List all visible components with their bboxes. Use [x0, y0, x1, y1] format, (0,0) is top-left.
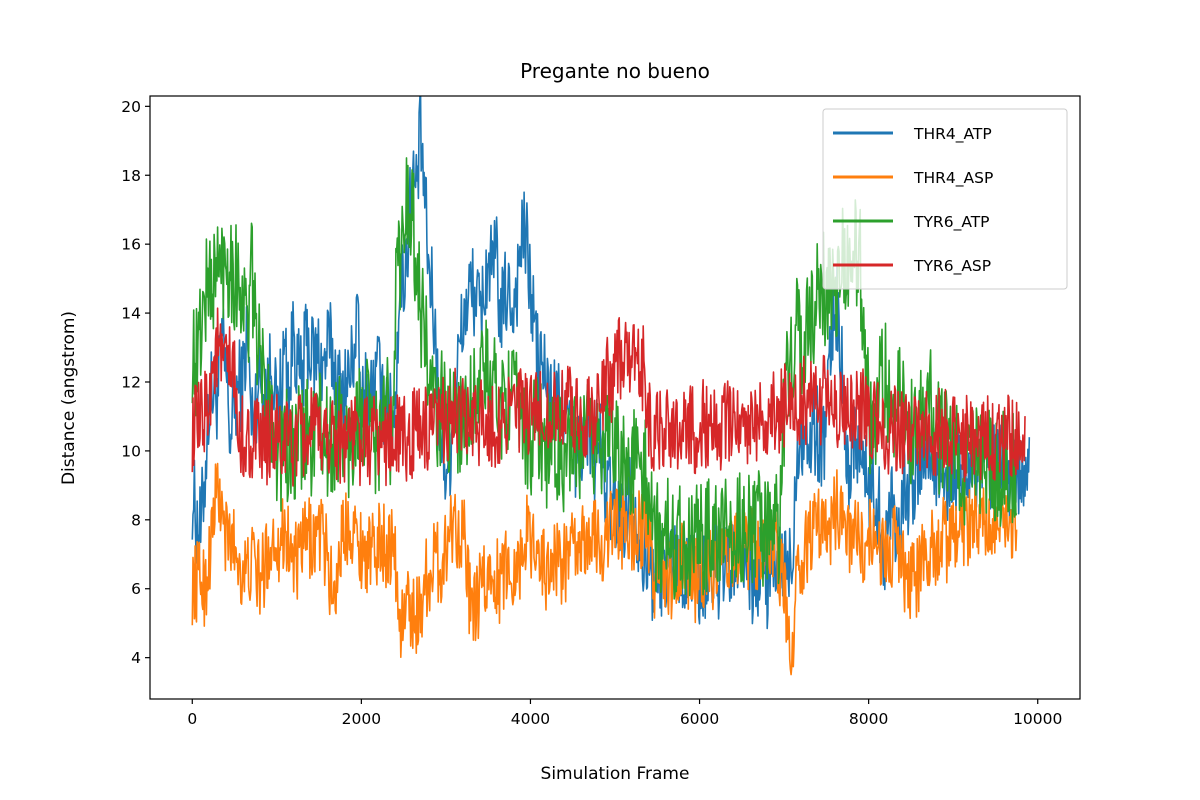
- legend-label: THR4_ASP: [913, 169, 993, 188]
- x-tick-label: 0: [187, 710, 197, 728]
- series-line-thr4-asp: [191, 462, 1018, 676]
- y-axis-ticks: 4 6 8 10 12 14 16 18 20: [121, 98, 150, 667]
- y-tick-label: 10: [121, 442, 141, 460]
- series-line-thr4-atp: [191, 96, 1031, 630]
- y-tick-label: 12: [121, 373, 141, 391]
- legend: THR4_ATP THR4_ASP TYR6_ATP TYR6_ASP: [822, 108, 1068, 290]
- x-axis-label: Simulation Frame: [541, 764, 690, 784]
- x-tick-label: 2000: [342, 710, 381, 728]
- legend-label: TYR6_ATP: [913, 213, 990, 232]
- legend-label: THR4_ATP: [913, 125, 992, 144]
- x-tick-label: 8000: [849, 710, 888, 728]
- y-tick-label: 6: [131, 580, 141, 598]
- x-tick-label: 6000: [680, 710, 719, 728]
- y-axis-label: Distance (angstrom): [59, 311, 79, 485]
- y-tick-label: 16: [121, 236, 141, 254]
- y-tick-label: 8: [131, 511, 141, 529]
- series-line-tyr6-atp: [191, 157, 1018, 600]
- x-axis-ticks: 0 2000 4000 6000 8000 10000: [187, 699, 1062, 728]
- x-tick-label: 10000: [1013, 710, 1062, 728]
- series-layer: [191, 96, 1031, 676]
- series-line-tyr6-asp: [191, 307, 1026, 487]
- legend-label: TYR6_ASP: [913, 257, 991, 276]
- y-tick-label: 18: [121, 167, 141, 185]
- plot-frame: [149, 95, 1081, 700]
- chart-title: Pregante no bueno: [520, 59, 710, 83]
- y-tick-label: 20: [121, 98, 141, 116]
- x-tick-label: 4000: [511, 710, 550, 728]
- y-tick-label: 4: [131, 649, 141, 667]
- y-tick-label: 14: [121, 305, 141, 323]
- legend-box: [822, 108, 1068, 290]
